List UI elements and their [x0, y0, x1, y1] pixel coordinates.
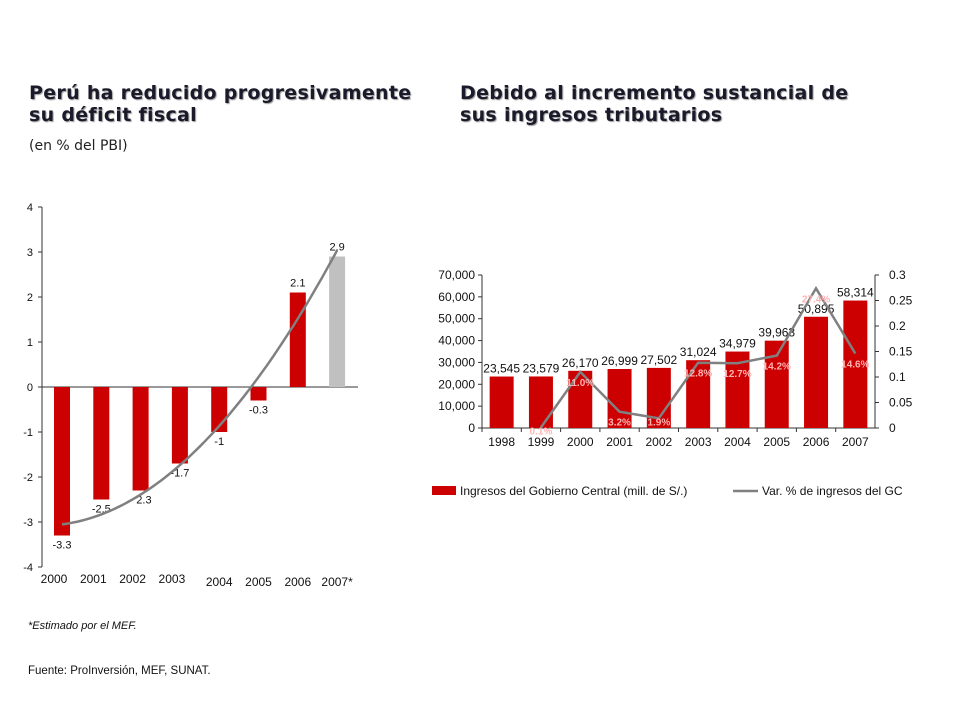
- right-y-tick-label: 20,000: [438, 377, 475, 391]
- right-x-tick-label: 1998: [488, 435, 515, 449]
- left-trend-line: [61, 249, 339, 526]
- source-note: Fuente: ProInversión, MEF, SUNAT.: [28, 665, 211, 677]
- right-y2-tick-label: 0.05: [889, 396, 913, 410]
- right-y2-tick-label: 0: [889, 421, 896, 435]
- right-growth-label: 14.6%: [841, 360, 869, 371]
- estimate-footnote: *Estimado por el MEF.: [28, 620, 137, 632]
- right-growth-line: [539, 285, 857, 429]
- right-y-tick-label: 40,000: [438, 334, 475, 348]
- right-growth-label: 27.4%: [802, 294, 830, 305]
- left-y-tick-label: 4: [27, 202, 33, 214]
- right-bar-value-label: 27,502: [640, 353, 677, 367]
- right-x-tick-label: 2001: [606, 435, 633, 449]
- right-growth-label: 12.7%: [723, 369, 751, 380]
- left-y-tick-label: -3: [23, 517, 33, 529]
- right-growth-label: 0.1%: [530, 426, 553, 437]
- tax-revenue-chart: 70,000 60,000 50,000 40,000 30,000 20,000 10,0…: [432, 268, 913, 498]
- right-x-tick-label: 2007: [842, 435, 869, 449]
- right-bar: [607, 368, 632, 428]
- left-x-tick-label: 2006: [284, 575, 311, 589]
- legend-bar-swatch: [432, 486, 456, 495]
- right-y2-tick-label: 0.2: [889, 319, 906, 333]
- left-x-tick-label: 2007*: [321, 575, 353, 589]
- right-y-tick-label: 10,000: [438, 399, 475, 413]
- right-growth-label: 12.8%: [684, 369, 712, 380]
- right-bar: [843, 300, 868, 428]
- right-bar-value-label: 58,314: [837, 286, 874, 300]
- right-y-tick-label: 60,000: [438, 290, 475, 304]
- right-y-tick-label: 70,000: [438, 268, 475, 282]
- right-x-tick-label: 2005: [763, 435, 790, 449]
- left-y-tick-label: 2: [27, 292, 33, 304]
- right-chart-title: Debido al incremento sustancial de sus i…: [460, 82, 920, 126]
- right-bar-value-label: 31,024: [680, 345, 717, 359]
- right-x-tick-label: 2000: [567, 435, 594, 449]
- left-x-tick-label: 2004: [206, 575, 233, 589]
- legend-line-label: Var. % de ingresos del GC: [762, 484, 903, 498]
- left-chart-title: Perú ha reducido progresivamente su défi…: [29, 82, 449, 126]
- legend-bar-label: Ingresos del Gobierno Central (mill. de …: [460, 484, 687, 498]
- right-x-tick-label: 2004: [724, 435, 751, 449]
- right-growth-label: 11.0%: [566, 378, 594, 389]
- right-y2-tick-label: 0.3: [889, 268, 906, 282]
- left-y-tick-label: 0: [27, 382, 33, 394]
- left-y-tick-label: -4: [23, 562, 33, 574]
- right-title-line1: Debido al incremento sustancial de: [460, 82, 849, 104]
- right-bar: [686, 360, 711, 428]
- right-growth-label: 14.2%: [763, 362, 791, 373]
- right-x-tick-label: 2003: [685, 435, 712, 449]
- right-bar-value-label: 34,979: [719, 337, 756, 351]
- left-y-tick-label: -1: [23, 427, 33, 439]
- right-y-tick-label: 30,000: [438, 355, 475, 369]
- left-bar: [289, 292, 306, 387]
- right-x-tick-label: 2002: [645, 435, 672, 449]
- left-y-tick-label: -2: [23, 472, 33, 484]
- right-title-line2: sus ingresos tributarios: [460, 104, 723, 126]
- left-bar: [132, 387, 149, 491]
- right-y2-tick-label: 0.15: [889, 345, 913, 359]
- left-x-tick-label: 2000: [41, 572, 68, 586]
- left-y-tick-label: 1: [27, 337, 33, 349]
- left-x-tick-label: 2002: [119, 572, 146, 586]
- right-bar-value-label: 23,545: [483, 362, 520, 376]
- left-data-label: -1: [214, 436, 224, 448]
- left-bar: [54, 387, 70, 536]
- right-bar-value-label: 23,579: [523, 361, 560, 375]
- right-y2-tick-label: 0.1: [889, 370, 906, 384]
- left-bar: [171, 387, 188, 464]
- right-y2-tick-label: 0.25: [889, 294, 913, 308]
- right-x-tick-label: 2006: [803, 435, 830, 449]
- left-data-label: 2.9: [329, 242, 344, 254]
- left-title-line2: su déficit fiscal: [29, 104, 197, 126]
- left-x-tick-label: 2003: [159, 572, 186, 586]
- right-bar: [528, 376, 553, 428]
- left-bar: [250, 387, 267, 401]
- right-growth-label: 3.2%: [608, 418, 631, 429]
- left-title-line1: Perú ha reducido progresivamente: [29, 82, 412, 104]
- right-bar: [489, 376, 514, 428]
- left-bar: [93, 387, 110, 500]
- right-bar-value-label: 26,999: [601, 354, 638, 368]
- left-data-label: -3.3: [53, 540, 72, 552]
- right-bar: [804, 316, 829, 428]
- left-y-tick-label: 3: [27, 247, 33, 259]
- right-bar-value-label: 39,963: [758, 326, 795, 340]
- left-x-tick-label: 2001: [80, 572, 107, 586]
- left-data-label: -0.3: [249, 405, 268, 417]
- left-bar: [329, 256, 346, 387]
- right-growth-label: 1.9%: [647, 417, 670, 428]
- left-x-tick-label: 2005: [245, 575, 272, 589]
- left-chart-subtitle: (en % del PBI): [29, 138, 128, 154]
- right-bar-value-label: 26,170: [562, 356, 599, 370]
- right-x-tick-label: 1999: [528, 435, 555, 449]
- right-y-tick-label: 50,000: [438, 312, 475, 326]
- left-data-label: 2.1: [290, 278, 305, 290]
- right-y-tick-label: 0: [468, 421, 475, 435]
